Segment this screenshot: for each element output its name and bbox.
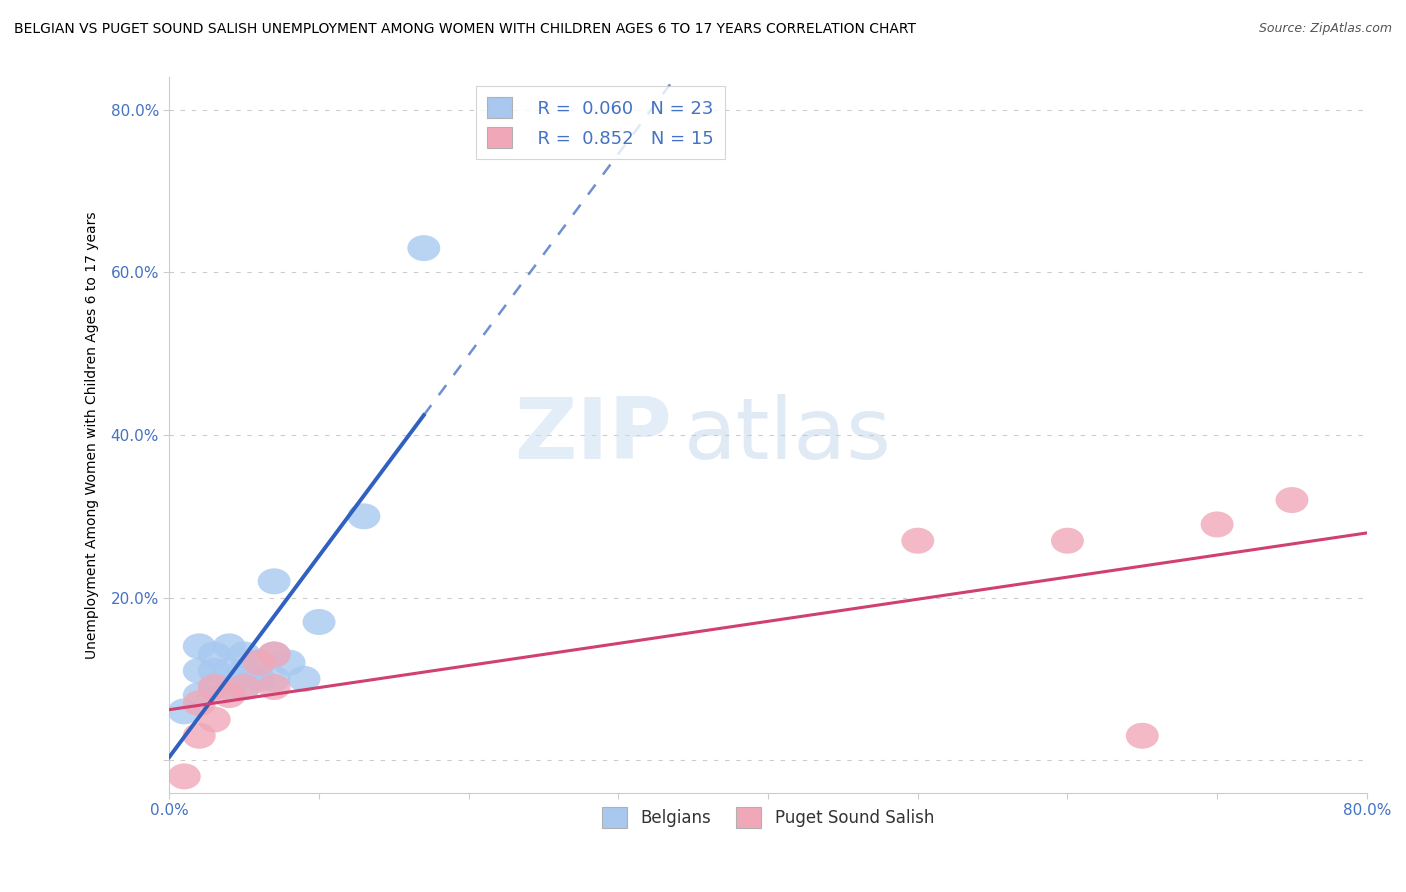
Text: BELGIAN VS PUGET SOUND SALISH UNEMPLOYMENT AMONG WOMEN WITH CHILDREN AGES 6 TO 1: BELGIAN VS PUGET SOUND SALISH UNEMPLOYME… [14,22,917,37]
Text: atlas: atlas [685,393,893,476]
Ellipse shape [1201,511,1233,538]
Ellipse shape [347,503,381,529]
Ellipse shape [243,665,276,692]
Ellipse shape [901,528,934,554]
Ellipse shape [257,665,291,692]
Ellipse shape [408,235,440,261]
Legend: Belgians, Puget Sound Salish: Belgians, Puget Sound Salish [596,801,941,834]
Ellipse shape [167,698,201,724]
Ellipse shape [228,657,260,684]
Ellipse shape [198,674,231,700]
Ellipse shape [183,657,215,684]
Ellipse shape [302,609,336,635]
Ellipse shape [183,633,215,659]
Ellipse shape [198,641,231,667]
Ellipse shape [212,674,246,700]
Ellipse shape [1126,723,1159,748]
Text: Source: ZipAtlas.com: Source: ZipAtlas.com [1258,22,1392,36]
Ellipse shape [198,706,231,732]
Ellipse shape [1275,487,1309,513]
Ellipse shape [183,682,215,708]
Ellipse shape [183,690,215,716]
Ellipse shape [1050,528,1084,554]
Ellipse shape [257,641,291,667]
Ellipse shape [228,674,260,700]
Ellipse shape [228,674,260,700]
Ellipse shape [198,674,231,700]
Ellipse shape [257,641,291,667]
Ellipse shape [198,657,231,684]
Ellipse shape [257,568,291,594]
Ellipse shape [257,674,291,700]
Ellipse shape [212,682,246,708]
Text: ZIP: ZIP [515,393,672,476]
Ellipse shape [183,723,215,748]
Ellipse shape [228,641,260,667]
Ellipse shape [288,665,321,692]
Ellipse shape [212,633,246,659]
Ellipse shape [243,649,276,675]
Ellipse shape [273,649,305,675]
Ellipse shape [167,764,201,789]
Y-axis label: Unemployment Among Women with Children Ages 6 to 17 years: Unemployment Among Women with Children A… [86,211,100,659]
Ellipse shape [243,649,276,675]
Ellipse shape [212,657,246,684]
